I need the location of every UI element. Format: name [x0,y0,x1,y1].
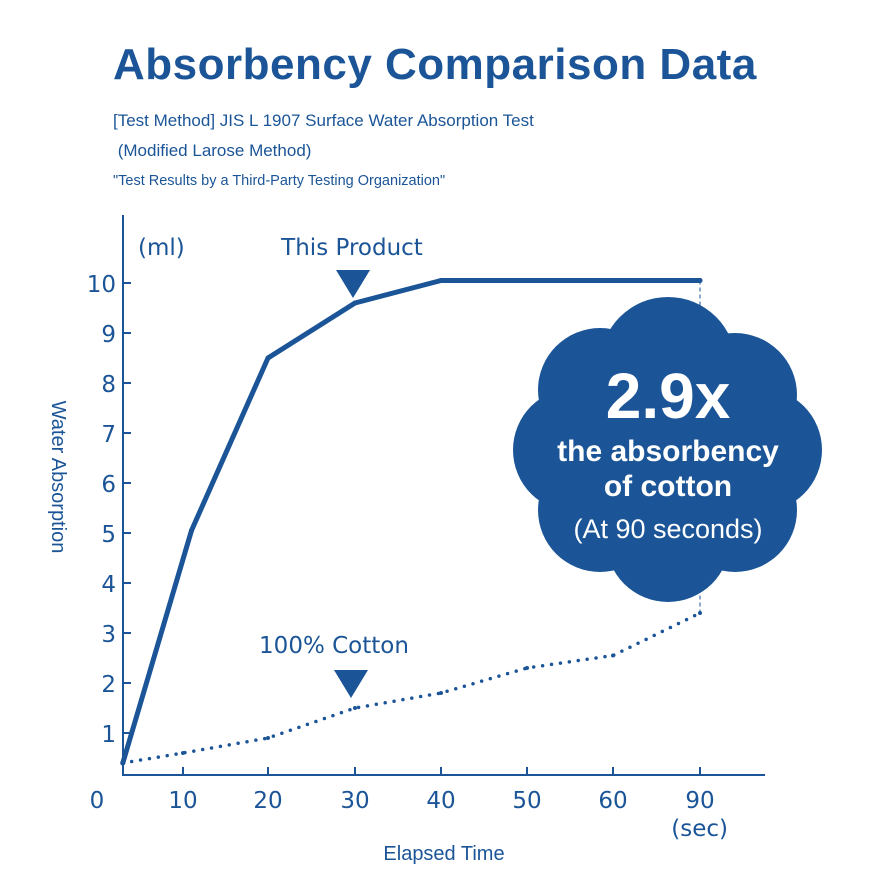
y-unit: (ml) [138,235,185,261]
y-tick-label: 1 [101,722,116,748]
x-tick-label: 60 [598,788,627,814]
y-tick-label: 2 [101,672,116,698]
data-point [353,706,357,710]
data-point [189,528,194,533]
x-tick-label: 90 [685,788,714,814]
data-point [439,691,443,695]
callout-line3: (At 90 seconds) [573,514,762,544]
x-unit: (sec) [671,816,728,842]
x-tick-label: 0 [90,788,105,814]
data-point [352,300,358,306]
y-tick-label: 9 [101,322,116,348]
test-method: [Test Method] JIS L 1907 Surface Water A… [113,111,534,130]
data-point [698,611,702,615]
x-tick-label: 10 [168,788,197,814]
y-tick-label: 4 [101,572,116,598]
x-tick-label: 30 [340,788,369,814]
callout-line2: of cotton [604,470,732,503]
y-tick-label: 10 [87,272,116,298]
y-tick-label: 3 [101,622,116,648]
callout-multiplier: 2.9x [606,360,731,432]
data-point [525,666,529,670]
callout-cloud [513,297,822,602]
y-axis-label: Water Absorption [47,401,69,554]
y-tick-label: 8 [101,372,116,398]
data-point [265,355,271,361]
series-line-0 [120,278,703,766]
cloud-lobe [548,330,788,570]
x-tick-label: 40 [426,788,455,814]
data-point [697,278,703,283]
y-tick-label: 5 [101,522,116,548]
data-point [120,761,125,765]
y-tick-label: 7 [101,422,116,448]
x-tick-label: 50 [512,788,541,814]
data-point [181,751,185,755]
page-title: Absorbency Comparison Data [113,40,757,89]
data-point [438,278,444,283]
x-axis-label: Elapsed Time [383,843,504,865]
data-point [266,736,270,740]
data-point [611,653,615,658]
test-method-detail: (Modified Larose Method) [113,141,312,160]
series-label-cotton: 100% Cotton [259,633,409,659]
cotton-marker-icon [334,670,368,698]
test-source: "Test Results by a Third-Party Testing O… [113,173,446,189]
callout-line1: the absorbency [557,435,779,468]
y-tick-label: 6 [101,472,116,498]
product-marker-icon [336,270,370,298]
series-line-1 [121,611,702,765]
series-label-product: This Product [280,235,423,261]
x-tick-label: 20 [253,788,282,814]
